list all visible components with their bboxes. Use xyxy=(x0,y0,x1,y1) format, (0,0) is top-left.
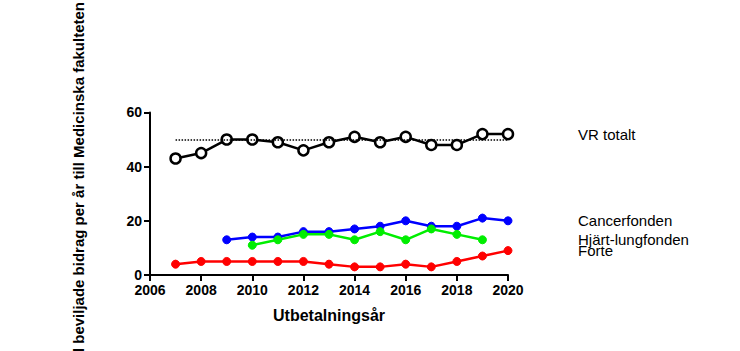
svg-text:Cancerfonden: Cancerfonden xyxy=(578,212,672,229)
svg-text:20: 20 xyxy=(126,213,142,229)
svg-text:2008: 2008 xyxy=(186,282,217,298)
svg-text:2010: 2010 xyxy=(237,282,268,298)
svg-text:2020: 2020 xyxy=(492,282,523,298)
svg-text:60: 60 xyxy=(126,104,142,120)
svg-text:2014: 2014 xyxy=(339,282,370,298)
svg-text:Antal beviljade bidrag per år: Antal beviljade bidrag per år till Medic… xyxy=(70,2,87,351)
svg-text:0: 0 xyxy=(134,267,142,283)
svg-text:2012: 2012 xyxy=(288,282,319,298)
svg-text:2006: 2006 xyxy=(134,282,165,298)
svg-text:Hjärt-lungfonden: Hjärt-lungfonden xyxy=(578,231,689,249)
svg-text:2018: 2018 xyxy=(441,282,472,298)
svg-text:Forte: Forte xyxy=(578,242,613,259)
svg-text:2016: 2016 xyxy=(390,282,421,298)
svg-text:40: 40 xyxy=(126,159,142,175)
svg-text:VR totalt: VR totalt xyxy=(578,126,636,143)
svg-text:Utbetalningsår: Utbetalningsår xyxy=(273,307,385,324)
